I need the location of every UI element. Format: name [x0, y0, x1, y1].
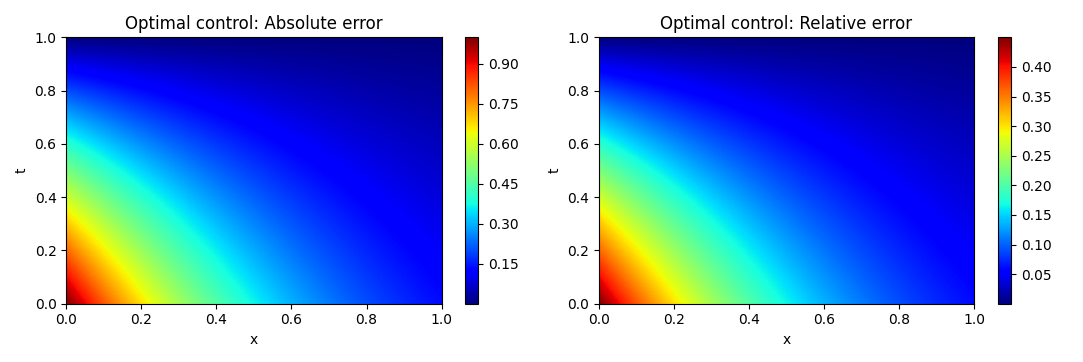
- X-axis label: x: x: [250, 333, 258, 347]
- X-axis label: x: x: [782, 333, 791, 347]
- Title: Optimal control: Relative error: Optimal control: Relative error: [661, 15, 913, 33]
- Title: Optimal control: Absolute error: Optimal control: Absolute error: [126, 15, 382, 33]
- Y-axis label: t: t: [548, 168, 562, 173]
- Y-axis label: t: t: [15, 168, 29, 173]
